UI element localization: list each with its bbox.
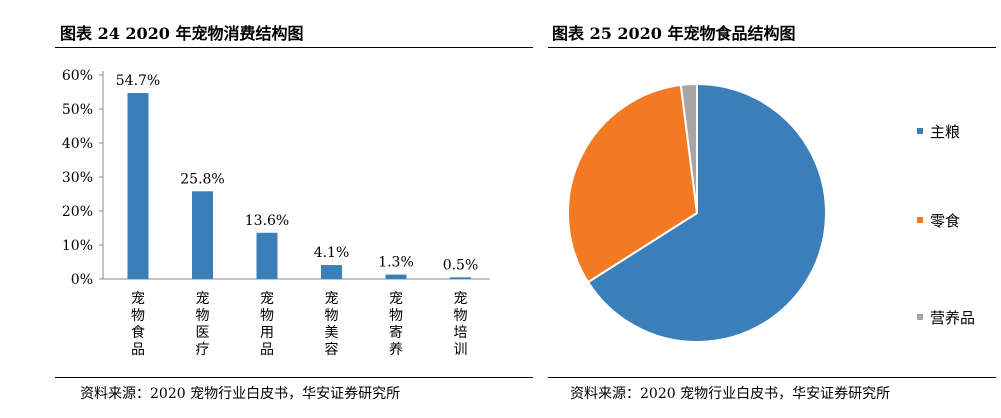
bar-chart-title: 图表 24 2020 年宠物消费结构图 bbox=[60, 24, 304, 43]
bar-value-label: 54.7% bbox=[116, 73, 160, 89]
bar bbox=[192, 191, 213, 279]
pie-slice bbox=[679, 82, 698, 214]
pie-slice bbox=[586, 82, 827, 343]
y-tick-label: 40% bbox=[62, 136, 93, 152]
bar bbox=[450, 277, 471, 279]
legend-label: 主粮 bbox=[930, 123, 960, 141]
legend-label: 营养品 bbox=[930, 309, 975, 327]
x-category-label: 宠物医疗 bbox=[196, 291, 210, 358]
y-tick-label: 20% bbox=[62, 204, 93, 220]
x-category-label: 宠物培训 bbox=[454, 291, 468, 358]
y-tick-label: 30% bbox=[62, 170, 93, 186]
bar bbox=[127, 93, 149, 280]
y-tick-label: 0% bbox=[71, 272, 93, 288]
bar-chart-source: 资料来源：2020 宠物行业白皮书，华安证券研究所 bbox=[80, 386, 401, 402]
bar-value-label: 25.8% bbox=[180, 171, 224, 187]
bar-value-label: 0.5% bbox=[443, 257, 479, 273]
x-category-label: 宠物用品 bbox=[260, 291, 274, 358]
legend-swatch bbox=[917, 128, 923, 134]
legend-swatch bbox=[917, 217, 923, 223]
left-title-rule bbox=[55, 47, 533, 48]
x-category-label: 宠物寄养 bbox=[389, 291, 403, 358]
x-category-label: 宠物食品 bbox=[131, 291, 145, 358]
bar-chart: 0% 10% 20% 30% 40% 50% 60% 54.7% 宠物食品 25.8% 宠物医疗 13… bbox=[62, 68, 490, 358]
pie-slice bbox=[567, 83, 699, 284]
bar-value-label: 4.1% bbox=[314, 245, 350, 261]
y-tick-label: 60% bbox=[62, 68, 93, 84]
pie-chart-title: 图表 25 2020 年宠物食品结构图 bbox=[552, 24, 796, 43]
pie-chart-source: 资料来源：2020 宠物行业白皮书，华安证券研究所 bbox=[570, 386, 891, 402]
left-source-rule bbox=[55, 377, 533, 378]
bar-value-label: 13.6% bbox=[245, 213, 289, 229]
right-source-rule bbox=[548, 377, 996, 378]
bar bbox=[385, 274, 407, 279]
legend-label: 零食 bbox=[930, 212, 960, 230]
x-category-label: 宠物美容 bbox=[325, 291, 339, 358]
legend-swatch bbox=[917, 314, 923, 320]
bar bbox=[256, 232, 278, 279]
y-tick-label: 10% bbox=[62, 238, 93, 254]
y-tick-label: 50% bbox=[62, 102, 93, 118]
right-title-rule bbox=[548, 47, 996, 48]
bar-value-label: 1.3% bbox=[378, 255, 414, 271]
bar bbox=[321, 265, 342, 279]
